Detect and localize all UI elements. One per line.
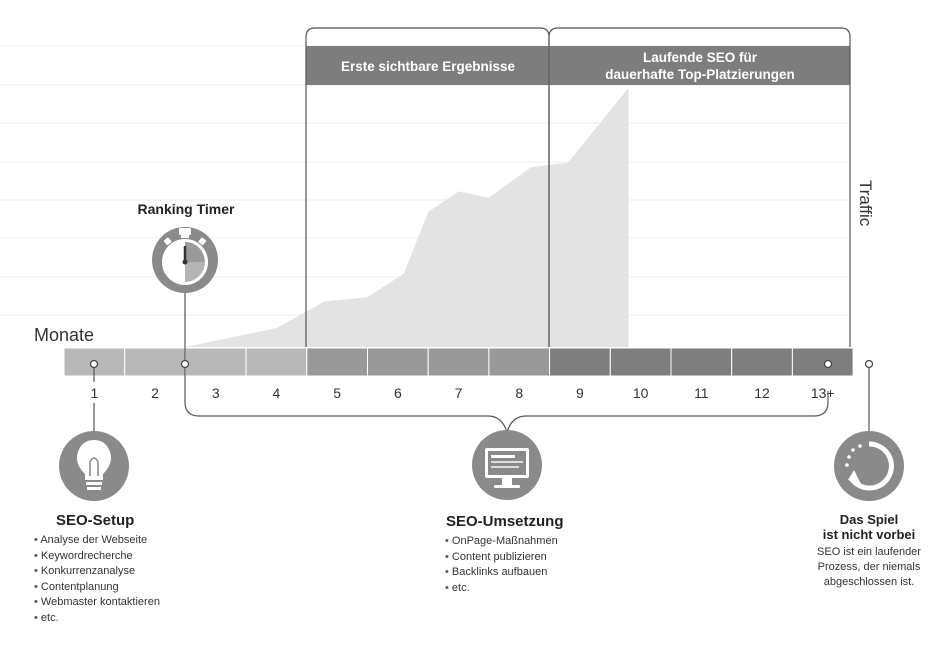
month-label: 8 bbox=[515, 385, 523, 401]
month-label: 12 bbox=[754, 385, 770, 401]
phase-bracket-first-results bbox=[305, 27, 550, 347]
monitor-icon bbox=[472, 430, 542, 500]
list-item: Keywordrecherche bbox=[34, 549, 160, 565]
phase-header-ongoing-line2: dauerhafte Top-Platzierungen bbox=[605, 67, 795, 82]
month-label: 4 bbox=[273, 385, 281, 401]
month-label: 10 bbox=[633, 385, 649, 401]
month-label: 5 bbox=[333, 385, 341, 401]
month-label: 9 bbox=[576, 385, 584, 401]
list-item: Analyse der Webseite bbox=[34, 533, 160, 549]
timeline-segment bbox=[488, 347, 551, 377]
seo-implementation-title: SEO-Umsetzung bbox=[446, 513, 564, 530]
list-item: Konkurrenzanalyse bbox=[34, 564, 160, 580]
timeline-segment bbox=[367, 347, 429, 377]
list-item: Backlinks aufbauen bbox=[445, 565, 558, 581]
list-item: Webmaster kontaktieren bbox=[34, 595, 160, 611]
seo-setup-title: SEO-Setup bbox=[56, 512, 135, 529]
month-label: 3 bbox=[212, 385, 220, 401]
phase-bracket-ongoing bbox=[548, 27, 851, 347]
game-not-over-title-line2: ist nicht vorbei bbox=[822, 527, 916, 542]
traffic-area bbox=[185, 87, 629, 348]
list-item: OnPage-Maßnahmen bbox=[445, 534, 558, 550]
timeline-segment bbox=[427, 347, 490, 377]
seo-setup-list: Analyse der WebseiteKeywordrechercheKonk… bbox=[34, 533, 160, 626]
timeline-segment bbox=[791, 347, 854, 377]
month-label: 11 bbox=[694, 385, 709, 401]
timeline-segment bbox=[731, 347, 793, 377]
game-not-over-title-line1: Das Spiel bbox=[839, 512, 899, 527]
seo-implementation-list: OnPage-MaßnahmenContent publizierenBackl… bbox=[445, 534, 558, 596]
month-labels: 1 2 3 4 5 6 7 8 9 10 11 12 13+ bbox=[90, 385, 834, 401]
timeline-segment bbox=[124, 347, 186, 377]
list-item: etc. bbox=[34, 611, 160, 627]
stopwatch-icon bbox=[152, 227, 218, 293]
game-not-over-title: Das Spiel ist nicht vorbei bbox=[789, 512, 949, 542]
phase-header-ongoing-bg bbox=[549, 46, 850, 85]
game-not-over-text-line2: Prozess, der niemals bbox=[817, 561, 921, 573]
phase-header-first-results: Erste sichtbare Ergebnisse bbox=[341, 59, 516, 74]
timeline-segment bbox=[549, 347, 611, 377]
game-not-over-text-line1: SEO ist ein laufender bbox=[817, 546, 921, 558]
months-label: Monate bbox=[34, 325, 94, 345]
list-item: etc. bbox=[445, 581, 558, 597]
timeline-segment bbox=[670, 347, 733, 377]
marker-month-13 bbox=[823, 359, 833, 369]
ranking-timer-label: Ranking Timer bbox=[138, 201, 236, 217]
traffic-label: Traffic bbox=[856, 180, 875, 227]
timeline-segment bbox=[609, 347, 672, 377]
game-not-over-text-line3: abgeschlossen ist. bbox=[823, 576, 915, 588]
marker-end bbox=[864, 359, 874, 369]
timeline-segment bbox=[184, 347, 247, 377]
refresh-icon bbox=[834, 431, 904, 501]
marker-month-1 bbox=[89, 359, 99, 369]
timeline-segment bbox=[306, 347, 368, 377]
phase-header-ongoing-line1: Laufende SEO für bbox=[643, 50, 758, 65]
game-not-over-text: SEO ist ein laufender Prozess, der niema… bbox=[789, 545, 949, 590]
phase-header-first-results-bg bbox=[306, 46, 549, 85]
month-label: 13+ bbox=[811, 385, 835, 401]
month-label: 1 bbox=[90, 385, 98, 401]
list-item: Content publizieren bbox=[445, 550, 558, 566]
month-label: 2 bbox=[151, 385, 159, 401]
lightbulb-icon bbox=[59, 431, 129, 501]
month-label: 6 bbox=[394, 385, 402, 401]
list-item: Contentplanung bbox=[34, 580, 160, 596]
timeline-bar bbox=[63, 347, 854, 377]
timeline-segment bbox=[245, 347, 308, 377]
month-label: 7 bbox=[455, 385, 463, 401]
marker-ranking-start bbox=[180, 359, 190, 369]
implementation-brace bbox=[184, 368, 829, 435]
